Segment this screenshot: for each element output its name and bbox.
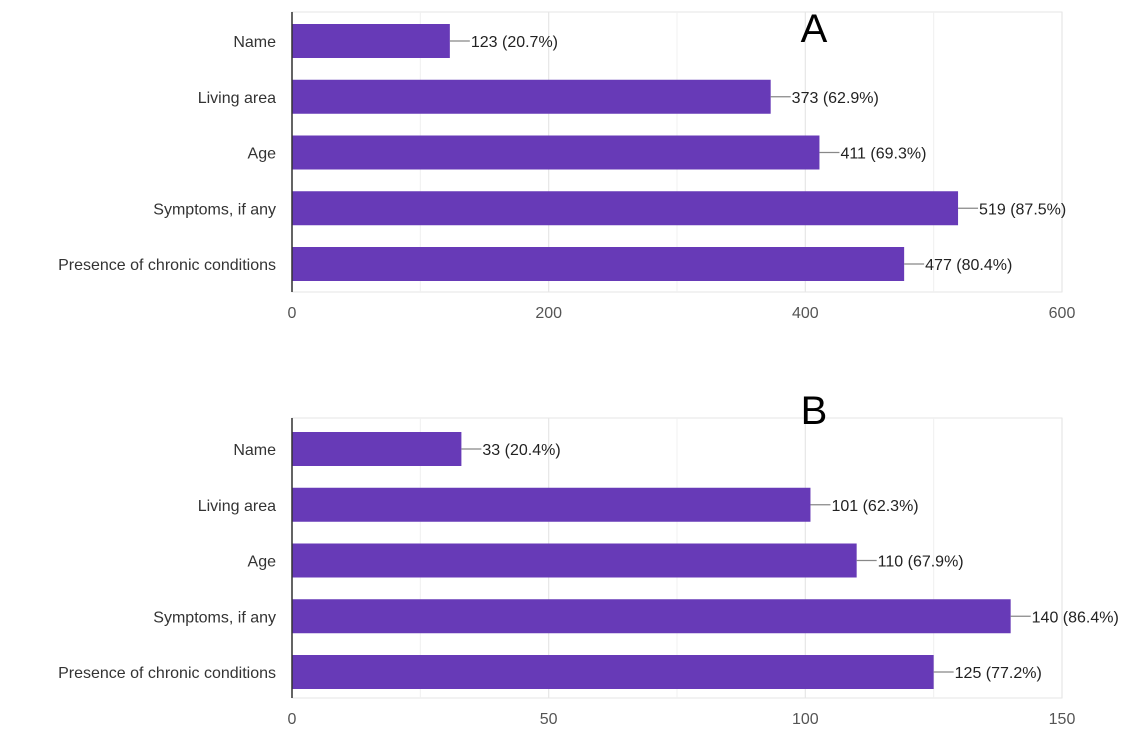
data-label: 101 (62.3%) [831,498,918,515]
category-label: Age [248,146,277,163]
panel-b: Name 33 (20.4%) Living area 101 (62.3%) Age 1… [58,389,1119,728]
data-label: 411 (69.3%) [840,146,926,163]
panel-label: B [801,389,828,433]
data-label: 123 (20.7%) [471,34,558,51]
bar [292,543,857,578]
bar [292,599,1011,634]
data-label: 125 (77.2%) [955,665,1042,682]
bar [292,79,771,114]
bar [292,135,820,170]
data-label: 519 (87.5%) [979,201,1066,218]
category-label: Symptoms, if any [153,609,276,626]
category-label: Living area [198,90,276,107]
tick-label: 0 [288,711,297,728]
tick-label: 600 [1049,305,1076,322]
data-label: 33 (20.4%) [482,442,560,459]
tick-label: 50 [540,711,558,728]
bar [292,24,450,58]
bar [292,432,462,466]
category-label: Presence of chronic conditions [58,665,276,682]
data-label: 140 (86.4%) [1032,609,1119,626]
panel-label: A [801,7,828,51]
tick-label: 200 [535,305,562,322]
category-label: Name [233,34,276,51]
bar [292,247,905,281]
category-label: Name [233,442,276,459]
tick-label: 400 [792,305,819,322]
tick-label: 150 [1049,711,1076,728]
category-label: Age [248,554,277,571]
data-label: 477 (80.4%) [925,257,1012,274]
data-label: 110 (67.9%) [878,554,964,571]
tick-label: 100 [792,711,819,728]
panel-a: Name 123 (20.7%) Living area 373 (62.9%) Age… [58,7,1075,322]
bar [292,191,959,226]
bar [292,655,934,689]
category-label: Symptoms, if any [153,201,276,218]
category-label: Living area [198,498,276,515]
data-label: 373 (62.9%) [792,90,879,107]
category-label: Presence of chronic conditions [58,257,276,274]
bar [292,487,811,522]
tick-label: 0 [288,305,297,322]
